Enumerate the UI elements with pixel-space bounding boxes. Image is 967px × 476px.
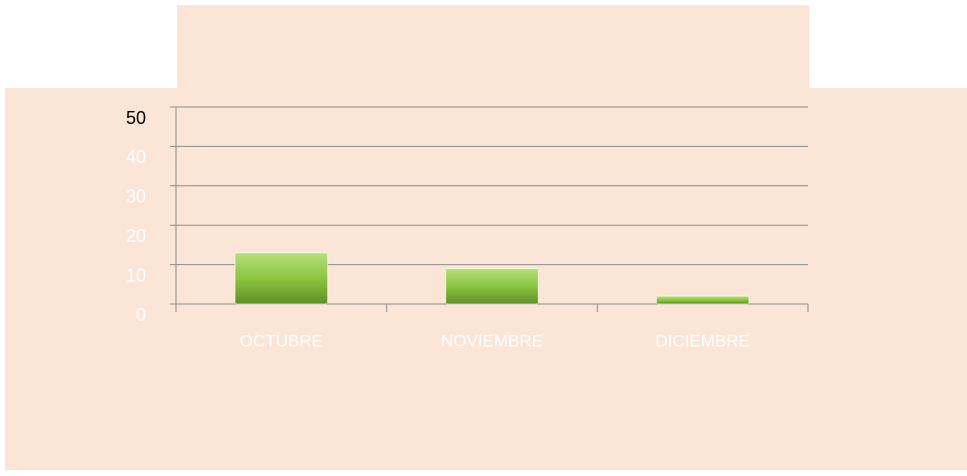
y-tick-label: 10 [126,265,146,285]
y-tick-label: 0 [136,305,146,325]
x-tick-label: OCTUBRE [240,331,323,350]
y-tick-label: 50 [126,108,146,128]
bar [234,252,329,305]
title-area [177,5,809,91]
x-tick-label: NOVIEMBRE [441,331,543,350]
x-tick-label: DICIEMBRE [655,331,749,350]
y-tick-label: 20 [126,226,146,246]
bar [655,295,750,305]
bar [445,268,539,305]
y-tick-label: 30 [126,187,146,207]
y-tick-label: 40 [126,147,146,167]
